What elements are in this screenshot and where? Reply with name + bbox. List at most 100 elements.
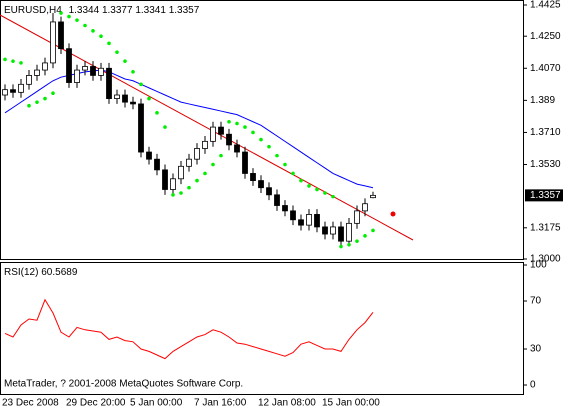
signal-dot (390, 211, 396, 217)
candle-body (210, 126, 216, 142)
sar-dot (235, 121, 239, 126)
sar-dot (155, 111, 159, 115)
candle-body (298, 219, 304, 226)
sar-dot (11, 59, 15, 63)
candle-body (154, 158, 160, 171)
sar-dot (35, 100, 39, 104)
rsi-title: RSI(12) 60.5689 (4, 267, 78, 278)
y-tick-label: 1.4425 (530, 0, 561, 11)
sar-dot (91, 29, 95, 33)
sar-dot (107, 41, 111, 46)
y-tick-label: 70 (530, 296, 542, 307)
candle-body (306, 214, 312, 226)
sar-dot (307, 184, 311, 188)
sar-dot (187, 185, 191, 190)
y-tick-label: 1.389 (530, 95, 555, 106)
y-tick-label: 1.3530 (530, 159, 561, 170)
y-tick-label: 100 (530, 260, 547, 271)
candle-body (218, 126, 224, 135)
candle-body (330, 226, 336, 235)
x-tick-label: 12 Jan 08:00 (258, 398, 316, 409)
x-tick-label: 29 Dec 20:00 (66, 398, 126, 409)
sar-dot (203, 171, 207, 176)
x-tick-label: 15 Jan 00:00 (322, 398, 380, 409)
x-tick-label: 5 Jan 00:00 (130, 398, 183, 409)
x-tick-label: 7 Jan 16:00 (194, 398, 247, 409)
sar-dot (275, 153, 279, 158)
sar-dot (291, 171, 295, 176)
sar-dot (219, 153, 223, 158)
y-tick-label: 1.3175 (530, 222, 561, 233)
candle-body (362, 203, 368, 212)
sar-dot (147, 96, 151, 101)
candle-body (42, 62, 48, 71)
sar-dot (75, 18, 79, 22)
candle-body (202, 140, 208, 149)
candle-body (66, 48, 72, 83)
sar-dot (163, 125, 167, 129)
sar-dot (139, 82, 143, 87)
candle-body (10, 89, 16, 93)
candle-body (314, 214, 320, 228)
sar-dot (283, 162, 287, 167)
sar-dot (171, 193, 175, 197)
candle-body (162, 169, 168, 190)
copyright: MetaTrader, ? 2001-2008 MetaQuotes Softw… (4, 379, 243, 390)
sar-dot (371, 228, 375, 233)
candle-body (82, 66, 88, 71)
sar-dot (27, 103, 31, 108)
y-tick-label: 1.4070 (530, 63, 561, 74)
sar-dot (123, 59, 127, 63)
sar-dot (3, 57, 7, 62)
sar-dot (315, 187, 319, 192)
sar-dot (299, 178, 303, 183)
sar-dot (211, 162, 215, 167)
candle-body (58, 21, 64, 50)
candle-body (346, 222, 352, 242)
sar-dot (347, 242, 351, 247)
candle-body (226, 133, 232, 146)
candle-body (170, 178, 176, 190)
sar-dot (67, 14, 71, 19)
sar-dot (363, 234, 367, 238)
sar-dot (195, 178, 199, 183)
sar-dot (83, 23, 87, 28)
candle-body (50, 21, 56, 64)
candle-body (114, 94, 120, 99)
sar-dot (115, 50, 119, 55)
sar-dot (19, 61, 23, 65)
candle-body (194, 148, 200, 160)
candle-body (146, 151, 152, 160)
sar-dot (227, 119, 231, 124)
sar-dot (99, 34, 103, 38)
rsi-panel (0, 262, 524, 395)
candle-body (18, 83, 24, 93)
candle-body (266, 187, 272, 196)
sar-dot (339, 244, 343, 249)
y-tick-label: 1.3710 (530, 127, 561, 138)
candle-body (2, 89, 8, 96)
candle-body (186, 158, 192, 167)
candle-body (98, 67, 104, 76)
sar-dot (179, 191, 183, 195)
price-box (525, 189, 563, 202)
candle-body (338, 226, 344, 242)
candle-body (138, 103, 144, 153)
candle-body (106, 67, 112, 99)
candle-body (322, 226, 328, 235)
sar-dot (323, 191, 327, 195)
sar-dot (59, 11, 63, 15)
price-label: 1.3357 (530, 190, 561, 201)
candle-body (90, 66, 96, 76)
sar-dot (131, 70, 135, 74)
sar-dot (267, 144, 271, 149)
candle-body (122, 94, 128, 103)
main-panel (0, 0, 524, 260)
candle-body (234, 144, 240, 153)
candle-body (74, 69, 80, 83)
candle-body (370, 194, 376, 199)
candle-body (130, 101, 136, 105)
y-tick-label: 30 (530, 344, 542, 355)
sar-dot (51, 91, 55, 96)
